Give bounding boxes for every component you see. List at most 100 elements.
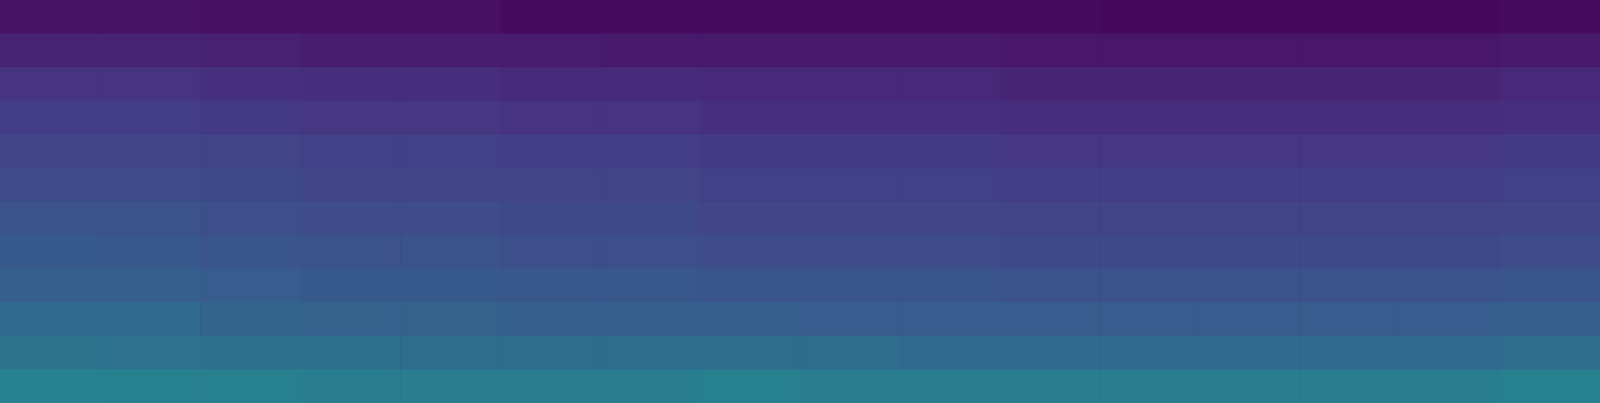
heatmap-cell [1099, 34, 1201, 69]
heatmap-cell [399, 134, 501, 169]
heatmap-cell [100, 101, 201, 136]
heatmap-cell [0, 336, 101, 371]
heatmap-cell [100, 134, 201, 169]
heatmap-cell [1200, 168, 1301, 203]
heatmap-cell [100, 201, 201, 236]
heatmap-cell [300, 336, 401, 371]
heatmap-cell [1200, 235, 1301, 270]
heatmap-cell [100, 268, 201, 303]
heatmap-cell [800, 336, 901, 371]
heatmap-cell [1299, 235, 1401, 270]
heatmap-cell [599, 134, 701, 169]
heatmap-cell [1400, 268, 1501, 303]
heatmap-cell [1099, 134, 1201, 169]
heatmap-cell [1299, 67, 1401, 102]
heatmap-cell [399, 268, 501, 303]
heatmap-cell [300, 370, 401, 403]
heatmap-cell [1000, 0, 1101, 35]
heatmap-cell [500, 134, 601, 169]
heatmap-cell [0, 67, 101, 102]
heatmap-cell [599, 235, 701, 270]
heatmap-cell [399, 0, 501, 35]
heatmap-cell [899, 370, 1001, 403]
heatmap-cell [1299, 0, 1401, 35]
heatmap-cell [1499, 302, 1600, 338]
heatmap-cell [1200, 67, 1301, 102]
heatmap-cell [800, 67, 901, 102]
heatmap-cell [1000, 336, 1101, 371]
heatmap-cell [199, 370, 301, 403]
heatmap-cell [199, 302, 301, 338]
heatmap-cell [700, 101, 801, 136]
heatmap-cell [700, 268, 801, 303]
heatmap-cell [300, 201, 401, 236]
heatmap-cell [100, 67, 201, 102]
heatmap-cell [800, 302, 901, 338]
heatmap-cell [399, 101, 501, 136]
heatmap-cell [0, 235, 101, 270]
heatmap-cell [700, 302, 801, 338]
heatmap-cell [700, 201, 801, 236]
heatmap-cell [300, 134, 401, 169]
heatmap-cell [0, 34, 101, 69]
heatmap-cell [700, 0, 801, 35]
heatmap-cell [199, 268, 301, 303]
heatmap-cell [800, 370, 901, 403]
heatmap-cell [0, 101, 101, 136]
heatmap-cell [700, 370, 801, 403]
heatmap-cell [399, 67, 501, 102]
heatmap-cell [1000, 201, 1101, 236]
heatmap-cell [1400, 168, 1501, 203]
heatmap-cell [1499, 134, 1600, 169]
heatmap-cell [1000, 302, 1101, 338]
heatmap-cell [1000, 268, 1101, 303]
heatmap-cell [899, 302, 1001, 338]
heatmap-cell [300, 67, 401, 102]
heatmap-cell [1299, 168, 1401, 203]
heatmap-cell [800, 101, 901, 136]
heatmap-cell [500, 235, 601, 270]
heatmap-cell [800, 134, 901, 169]
heatmap-cell [1000, 235, 1101, 270]
heatmap-cell [500, 168, 601, 203]
heatmap-cell [1400, 336, 1501, 371]
heatmap-cell [700, 34, 801, 69]
heatmap-cell [399, 370, 501, 403]
heatmap-cell [1200, 34, 1301, 69]
heatmap-cell [1299, 370, 1401, 403]
heatmap-cell [300, 168, 401, 203]
heatmap-cell [800, 34, 901, 69]
heatmap-cell [800, 268, 901, 303]
heatmap-cell [599, 268, 701, 303]
heatmap-cell [700, 67, 801, 102]
heatmap-cell [599, 67, 701, 102]
heatmap-cell [899, 268, 1001, 303]
heatmap-cell [1200, 134, 1301, 169]
heatmap-cell [899, 134, 1001, 169]
heatmap-cell [0, 370, 101, 403]
heatmap-cell [399, 201, 501, 236]
heatmap-cell [800, 168, 901, 203]
heatmap-cell [199, 101, 301, 136]
heatmap-cell [1200, 0, 1301, 35]
heatmap-cell [1400, 67, 1501, 102]
heatmap-cell [1400, 34, 1501, 69]
heatmap-cell [500, 302, 601, 338]
heatmap-cell [1299, 336, 1401, 371]
heatmap-cell [1400, 0, 1501, 35]
heatmap-cell [0, 134, 101, 169]
heatmap-cell [800, 235, 901, 270]
heatmap-cell [1099, 0, 1201, 35]
heatmap-cell [0, 201, 101, 236]
heatmap-cell [1200, 268, 1301, 303]
heatmap-cell [0, 302, 101, 338]
heatmap-cell [399, 302, 501, 338]
heatmap-cell [899, 201, 1001, 236]
heatmap-cell [0, 268, 101, 303]
heatmap-cell [100, 0, 201, 35]
heatmap-cell [1200, 101, 1301, 136]
heatmap-cell [199, 134, 301, 169]
plot-area [0, 0, 1600, 403]
heatmap-cell [1000, 168, 1101, 203]
heatmap-cell [1099, 336, 1201, 371]
